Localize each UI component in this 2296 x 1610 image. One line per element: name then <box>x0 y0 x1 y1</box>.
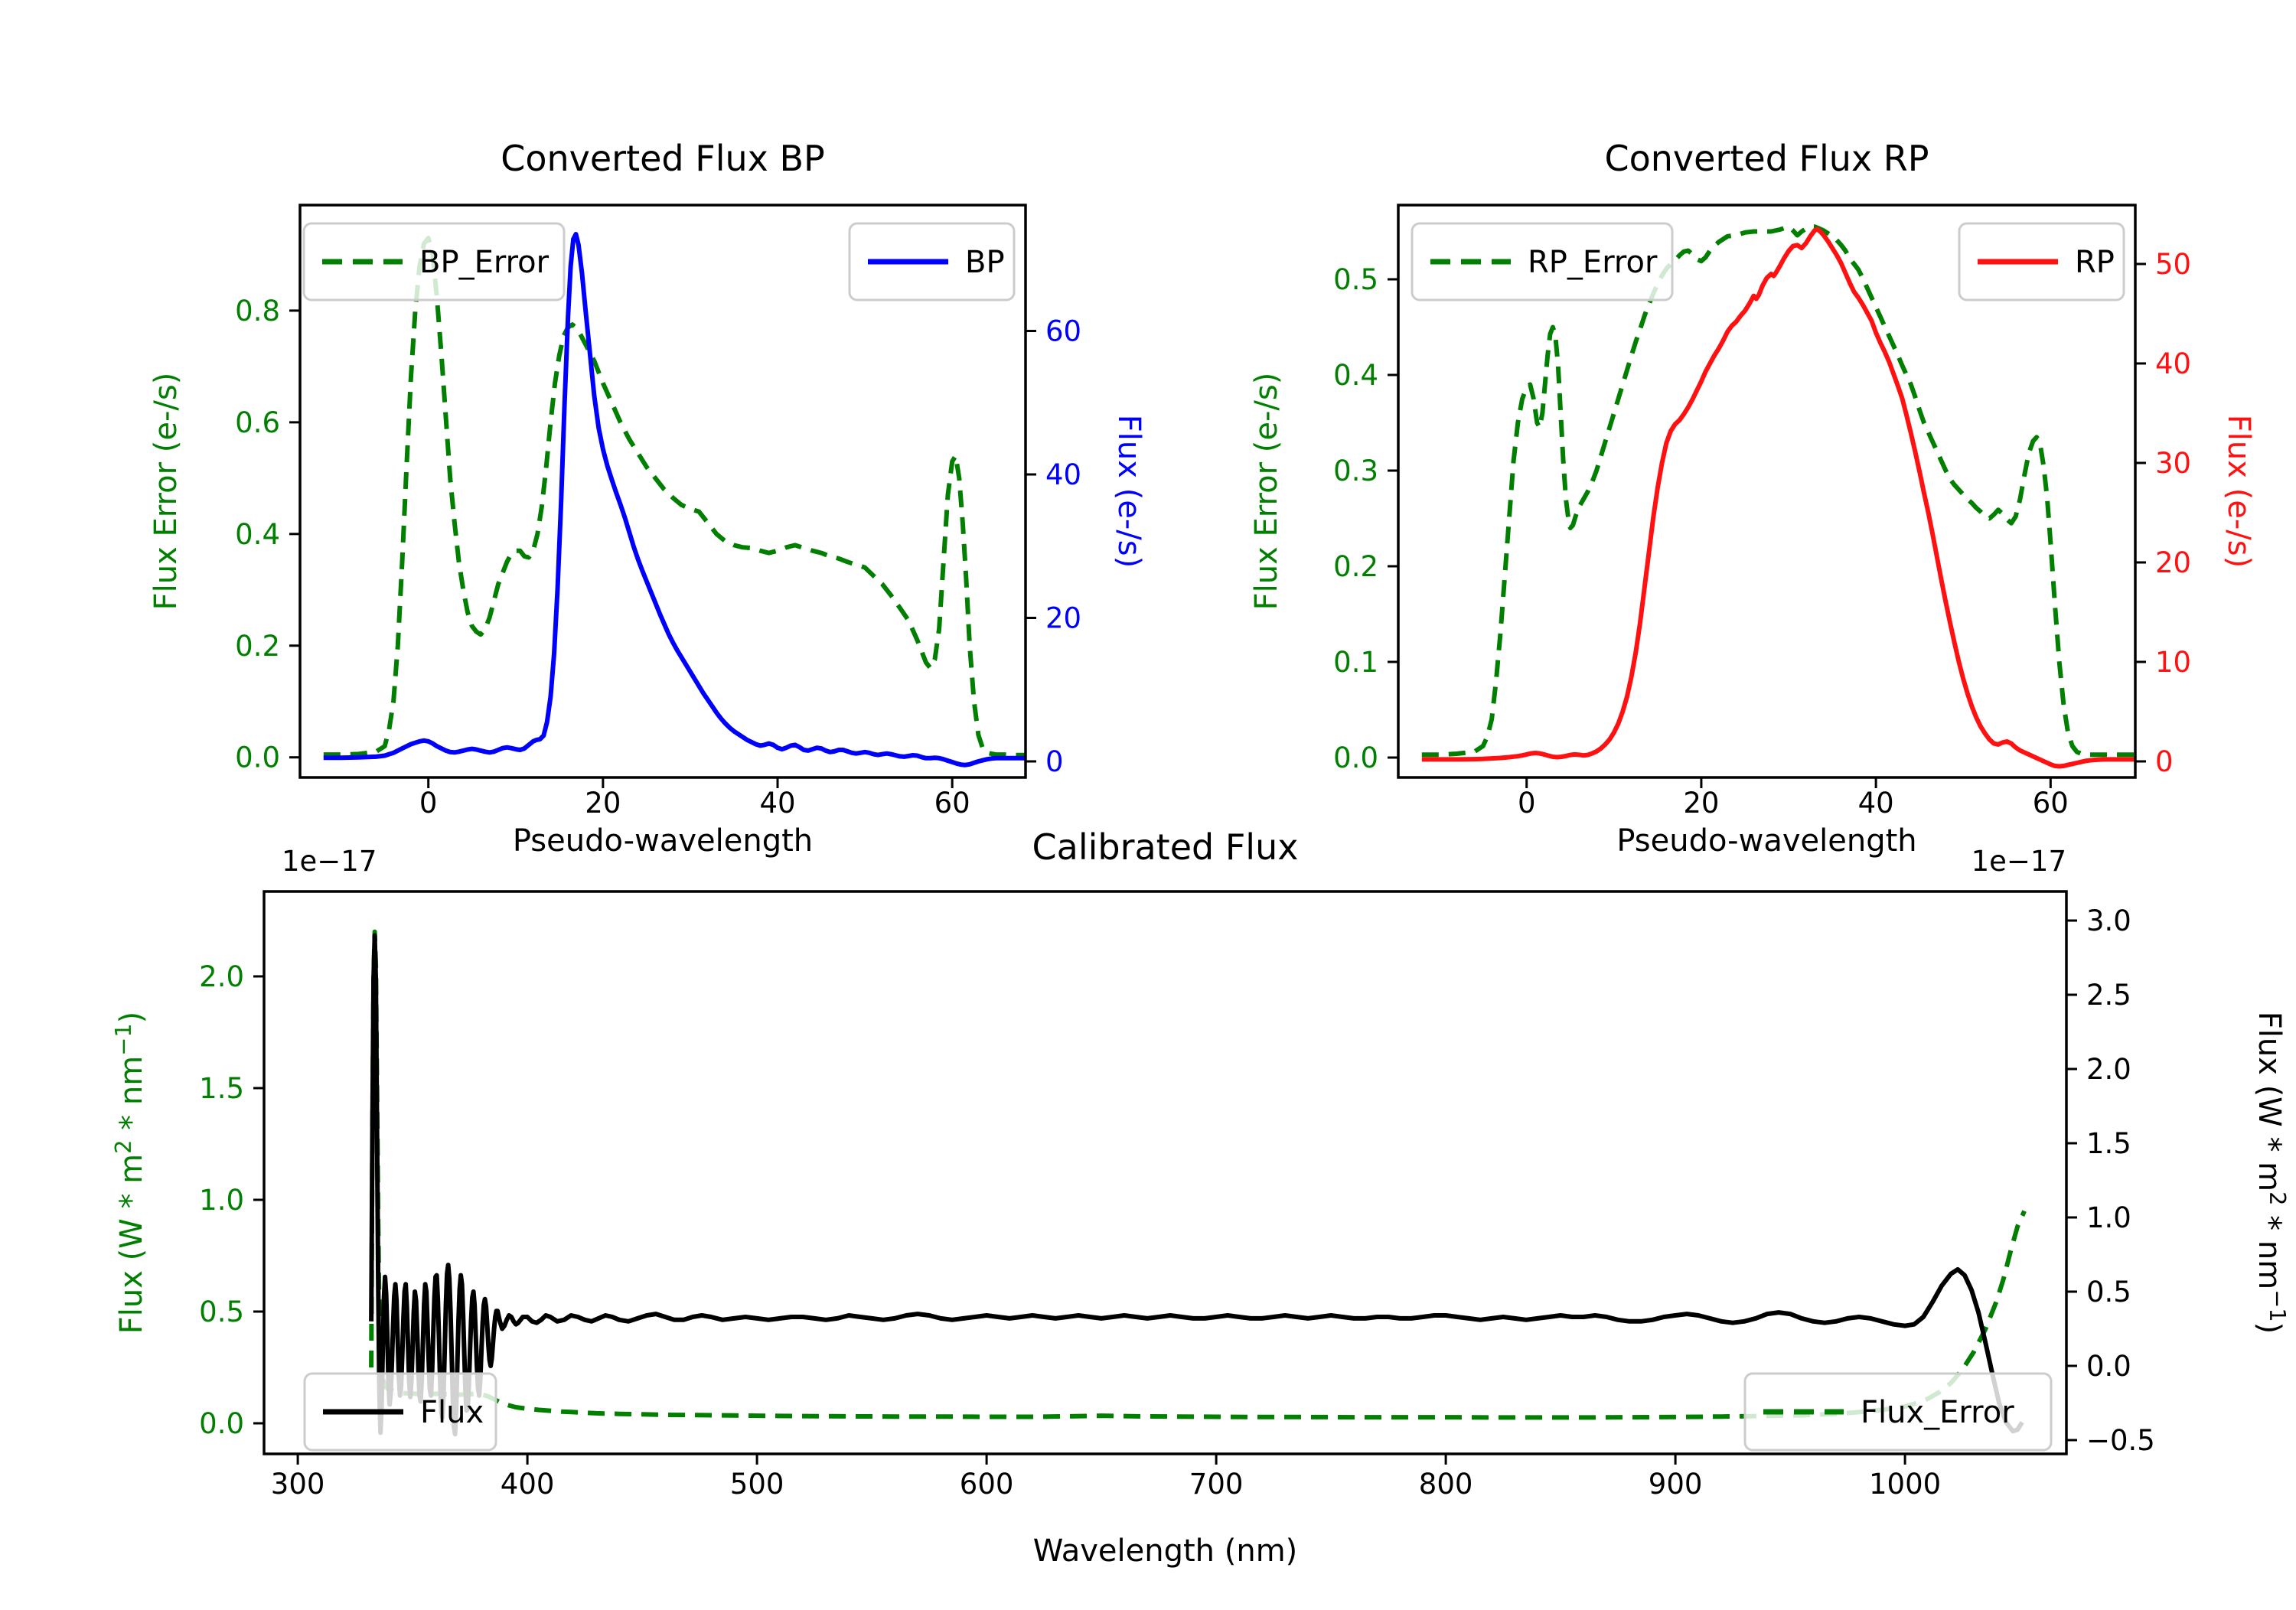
subplot-title: Calibrated Flux <box>1032 826 1299 868</box>
x-tick-label: 40 <box>1858 787 1894 820</box>
yright-tick-label: 20 <box>2155 546 2191 579</box>
x-axis-label: Pseudo-wavelength <box>513 823 813 859</box>
series-group-calibrated <box>369 929 2027 1437</box>
subplot-bp: BP_Error BP 0 20 40 60 0.0 0.2 0.4 0.6 0.8 Flux Err… <box>148 138 1146 859</box>
yleft-axis-label: Flux (W * m2​ * nm−1​) <box>110 1012 149 1335</box>
yright-tick-label: 0 <box>1045 745 1064 778</box>
legend-flux-error: Flux_Error <box>1743 1372 2053 1452</box>
yleft-tick-label: 0.0 <box>199 1407 244 1440</box>
legend-rp-error: RP_Error <box>1411 222 1674 301</box>
legend-frame <box>302 222 566 301</box>
yright-tick-label: 10 <box>2155 646 2191 679</box>
yleft-tick-label: 2.0 <box>199 960 244 993</box>
legend-bp-error: BP_Error <box>302 222 566 301</box>
legend-rp: RP <box>1958 222 2125 301</box>
legend-flux: Flux <box>303 1372 497 1452</box>
yleft-tick-label: 1.5 <box>199 1072 244 1105</box>
yright-tick-label: 60 <box>1045 315 1081 348</box>
x-tick-label: 400 <box>501 1468 555 1501</box>
yright-tick-label: 2.5 <box>2086 979 2131 1012</box>
flux-line <box>369 933 2024 1437</box>
x-tick-label: 20 <box>1683 787 1719 820</box>
yright-tick-label: 1.5 <box>2086 1127 2131 1160</box>
yleft-tick-label: 0.4 <box>1333 359 1378 392</box>
yright-tick-label: −0.5 <box>2086 1424 2155 1457</box>
series-group-bp <box>323 232 1026 768</box>
axes-frame <box>1397 204 2137 779</box>
x-tick-label: 800 <box>1419 1468 1473 1501</box>
series-group-rp <box>1421 224 2135 769</box>
yright-tick-label: 30 <box>2155 447 2191 480</box>
subplot-rp: RP_Error RP 0 20 40 60 0.0 0.1 0.2 0.3 0.4 0.5 Flux … <box>1249 138 2256 859</box>
yleft-tick-label: 0.4 <box>235 518 280 551</box>
bp-line <box>323 232 1026 768</box>
rp-error-line <box>1421 224 2135 758</box>
yright-axis-label: Flux (e-/s) <box>1111 415 1146 568</box>
yright-axis-label: Flux (W * m2​ * nm−1​) <box>2252 1012 2291 1335</box>
legend-label: BP_Error <box>419 245 550 280</box>
x-tick-label: 1000 <box>1869 1468 1941 1501</box>
x-tick-label: 500 <box>730 1468 784 1501</box>
yleft-tick-label: 0.8 <box>235 295 280 328</box>
yleft-tick-label: 0.2 <box>1333 550 1378 583</box>
axes-frame <box>263 890 2068 1455</box>
x-axis-label: Pseudo-wavelength <box>1616 823 1916 859</box>
yright-tick-label: 2.0 <box>2086 1053 2131 1086</box>
yleft-tick-label: 0.6 <box>235 406 280 439</box>
x-tick-label: 0 <box>419 787 438 820</box>
subplot-title: Converted Flux BP <box>501 138 825 179</box>
yleft-tick-label: 0.2 <box>235 630 280 663</box>
yright-tick-label: 50 <box>2155 248 2191 281</box>
yleft-tick-label: 1.0 <box>199 1184 244 1217</box>
legend-label: BP <box>965 245 1005 280</box>
yright-tick-label: 0.0 <box>2086 1350 2131 1383</box>
legend-label: Flux <box>420 1395 484 1430</box>
x-tick-label: 0 <box>1518 787 1536 820</box>
yright-offset-text: 1e−17 <box>1971 845 2066 878</box>
yleft-tick-label: 0.1 <box>1333 646 1378 679</box>
x-tick-label: 60 <box>934 787 970 820</box>
yright-tick-label: 40 <box>1045 458 1081 491</box>
subplot-title: Converted Flux RP <box>1605 138 1929 179</box>
yleft-tick-label: 0.3 <box>1333 455 1378 487</box>
subplot-calibrated: Flux Flux_Error 300 400 500 600 700 800 900 1000 0… <box>110 826 2291 1569</box>
x-axis-label: Wavelength (nm) <box>1033 1533 1298 1569</box>
x-tick-label: 40 <box>759 787 795 820</box>
legend-bp: BP <box>848 222 1016 301</box>
x-tick-label: 20 <box>585 787 621 820</box>
legend-label: RP_Error <box>1528 245 1658 280</box>
legend-frame <box>1743 1372 2053 1452</box>
x-tick-label: 600 <box>960 1468 1014 1501</box>
yright-tick-label: 3.0 <box>2086 904 2131 937</box>
yleft-axis-label: Flux Error (e-/s) <box>148 373 184 611</box>
x-tick-label: 700 <box>1189 1468 1244 1501</box>
yright-tick-label: 0.5 <box>2086 1276 2131 1309</box>
yright-tick-label: 1.0 <box>2086 1201 2131 1234</box>
bp-error-line <box>323 236 1026 758</box>
yleft-tick-label: 0.5 <box>199 1295 244 1328</box>
x-tick-label: 60 <box>2033 787 2069 820</box>
yleft-tick-label: 0.5 <box>1333 263 1378 296</box>
yleft-tick-label: 0.0 <box>1333 741 1378 774</box>
yleft-offset-text: 1e−17 <box>282 845 377 878</box>
yright-tick-label: 40 <box>2155 347 2191 380</box>
legend-frame <box>1411 222 1674 301</box>
yright-axis-label: Flux (e-/s) <box>2221 415 2256 568</box>
legend-label: Flux_Error <box>1861 1395 2014 1430</box>
yright-tick-label: 20 <box>1045 602 1081 635</box>
flux-error-line <box>369 929 2027 1420</box>
axes-frame <box>298 204 1027 779</box>
yleft-tick-label: 0.0 <box>235 741 280 774</box>
legend-label: RP <box>2075 245 2115 280</box>
rp-line <box>1421 227 2135 769</box>
yright-tick-label: 0 <box>2155 745 2174 778</box>
yleft-axis-label: Flux Error (e-/s) <box>1249 373 1284 611</box>
x-tick-label: 900 <box>1649 1468 1703 1501</box>
x-tick-label: 300 <box>271 1468 325 1501</box>
